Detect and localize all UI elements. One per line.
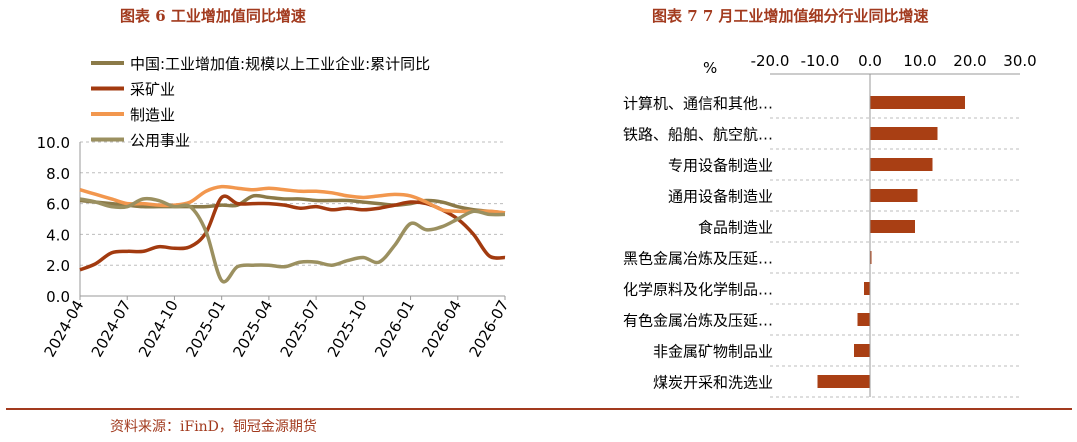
bar xyxy=(870,251,872,264)
left-x-tick-label: 2024-04 xyxy=(41,297,88,360)
bar xyxy=(857,313,870,326)
legend-label-1: 采矿业 xyxy=(130,81,175,99)
bar xyxy=(817,375,870,388)
left-x-tick-label: 2026-01 xyxy=(371,297,418,360)
left-x-tick-label: 2024-10 xyxy=(135,297,182,360)
category-label: 化学原料及化学制品… xyxy=(623,281,773,299)
legend-label-2: 制造业 xyxy=(130,106,175,124)
left-x-tick-label: 2025-04 xyxy=(229,297,276,360)
left-x-tick-label: 2025-01 xyxy=(182,297,229,360)
bar xyxy=(870,189,918,202)
left-y-tick-label: 0.0 xyxy=(46,288,70,306)
right-x-tick-label: 0.0 xyxy=(858,52,882,70)
line-series-0 xyxy=(79,193,506,215)
left-y-tick-label: 10.0 xyxy=(37,134,70,152)
left-y-tick-label: 8.0 xyxy=(46,165,70,183)
legend-label-3: 公用事业 xyxy=(130,132,190,150)
bar xyxy=(864,282,870,295)
unit-label: % xyxy=(703,59,717,77)
right-x-tick-label: -20.0 xyxy=(751,52,790,70)
category-label: 食品制造业 xyxy=(698,219,773,237)
right-chart-title: 图表 7 7 月工业增加值细分行业同比增速 xyxy=(652,7,929,25)
bar xyxy=(870,158,933,171)
left-y-tick-label: 6.0 xyxy=(46,196,70,214)
left-x-tick-label: 2025-07 xyxy=(277,297,324,360)
right-x-tick-label: 20.0 xyxy=(953,52,986,70)
category-label: 专用设备制造业 xyxy=(668,157,773,175)
line-series-3 xyxy=(79,196,506,284)
category-label: 通用设备制造业 xyxy=(668,188,773,206)
source-note: 资料来源：iFinD，铜冠金源期货 xyxy=(110,419,317,435)
right-x-tick-label: 30.0 xyxy=(1003,52,1036,70)
left-y-tick-label: 2.0 xyxy=(46,257,70,275)
left-x-tick-label: 2026-07 xyxy=(466,297,513,360)
footer-rule xyxy=(6,408,1072,410)
bar xyxy=(870,127,938,140)
left-x-tick-label: 2025-10 xyxy=(324,297,371,360)
bar xyxy=(870,96,965,109)
line-series-2 xyxy=(79,184,506,215)
category-label: 计算机、通信和其他… xyxy=(623,95,773,113)
left-chart-title: 图表 6 工业增加值同比增速 xyxy=(120,7,306,25)
category-label: 煤炭开采和洗选业 xyxy=(653,374,773,392)
right-x-tick-label: 10.0 xyxy=(903,52,936,70)
category-label: 有色金属冶炼及压延… xyxy=(623,312,773,330)
legend-label-0: 中国:工业增加值:规模以上工业企业:累计同比 xyxy=(130,55,430,73)
bar xyxy=(870,220,915,233)
category-label: 铁路、船舶、航空航… xyxy=(623,126,773,144)
left-y-tick-label: 4.0 xyxy=(46,226,70,244)
category-label: 非金属矿物制品业 xyxy=(653,343,773,361)
left-x-tick-label: 2024-07 xyxy=(88,297,135,360)
right-x-tick-label: -10.0 xyxy=(801,52,840,70)
bar xyxy=(854,344,870,357)
left-x-tick-label: 2026-04 xyxy=(418,297,465,360)
category-label: 黑色金属冶炼及压延… xyxy=(623,250,773,268)
